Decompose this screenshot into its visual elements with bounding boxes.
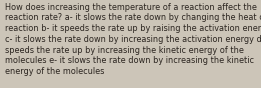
Text: How does increasing the temperature of a reaction affect the
reaction rate? a- i: How does increasing the temperature of a… (5, 3, 261, 76)
